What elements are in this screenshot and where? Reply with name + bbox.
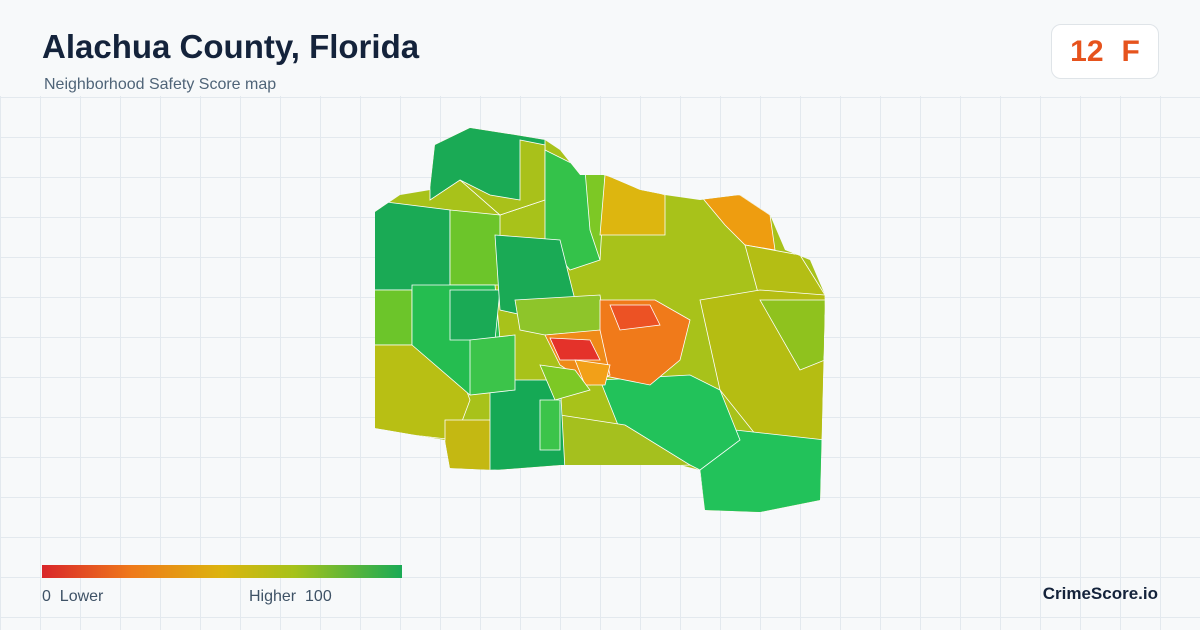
legend-min-value: 0 bbox=[42, 588, 51, 605]
score-value: 12 bbox=[1070, 34, 1104, 68]
legend-min-label: Lower bbox=[59, 588, 104, 605]
title: Alachua County, Florida bbox=[42, 28, 420, 65]
legend-max-value: 100 bbox=[305, 588, 332, 605]
header: Alachua County, Florida Neighborhood Saf… bbox=[0, 0, 1200, 96]
legend-max-label: Higher bbox=[249, 588, 297, 605]
score-grade: F bbox=[1121, 34, 1140, 68]
legend-min: 0 Lower bbox=[42, 588, 103, 606]
brand: CrimeScore.io bbox=[1042, 584, 1158, 603]
legend-gradient bbox=[42, 565, 402, 578]
legend-max: Higher 100 bbox=[249, 588, 332, 606]
score-badge: 12 F bbox=[1051, 24, 1159, 79]
regions bbox=[375, 128, 825, 512]
subtitle: Neighborhood Safety Score map bbox=[44, 76, 277, 93]
